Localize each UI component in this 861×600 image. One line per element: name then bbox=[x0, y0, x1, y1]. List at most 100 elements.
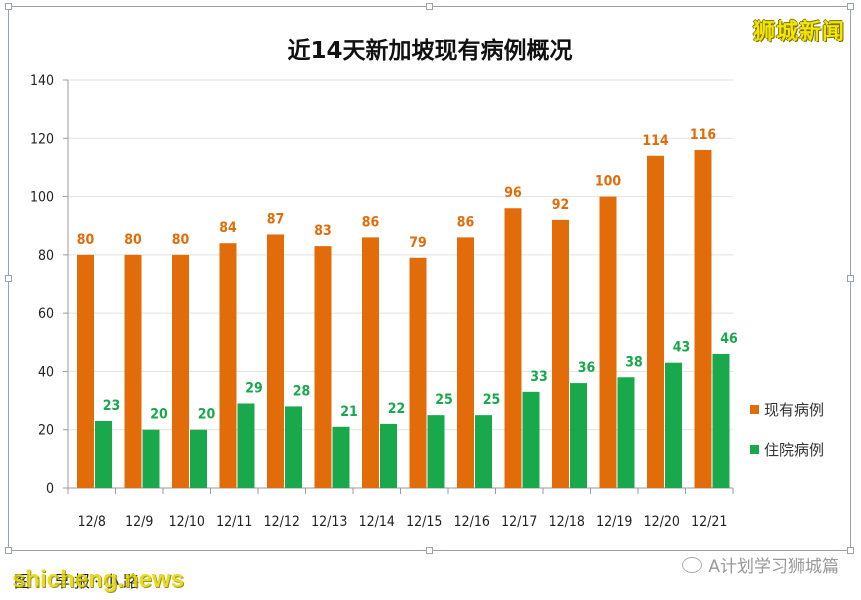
data-label: 92 bbox=[552, 197, 570, 213]
y-tick-label: 140 bbox=[30, 73, 54, 89]
x-tick-label: 12/20 bbox=[644, 514, 680, 530]
data-label: 38 bbox=[625, 354, 643, 370]
data-label: 20 bbox=[150, 407, 168, 423]
bar-series-1 bbox=[570, 383, 587, 488]
bar-series-0 bbox=[552, 219, 569, 488]
y-tick-label: 40 bbox=[38, 364, 54, 380]
wechat-icon bbox=[682, 556, 703, 573]
data-label: 43 bbox=[673, 340, 691, 356]
data-label: 79 bbox=[409, 235, 427, 251]
bar-series-0 bbox=[647, 155, 664, 488]
x-tick-label: 12/21 bbox=[691, 514, 727, 530]
data-label: 33 bbox=[530, 369, 548, 385]
bar-series-1 bbox=[665, 362, 682, 488]
data-label: 86 bbox=[362, 214, 380, 230]
y-tick-label: 100 bbox=[30, 190, 54, 206]
bar-series-1 bbox=[142, 429, 160, 488]
data-label: 22 bbox=[388, 401, 406, 417]
resize-handle-bottom-right[interactable] bbox=[847, 547, 854, 554]
bar-series-0 bbox=[124, 254, 142, 488]
y-tick-label: 0 bbox=[46, 481, 54, 497]
resize-handle-middle-right[interactable] bbox=[847, 275, 854, 282]
bar-series-0 bbox=[77, 254, 94, 488]
data-label: 84 bbox=[219, 220, 237, 236]
data-label: 21 bbox=[340, 404, 358, 420]
y-tick-label: 60 bbox=[38, 306, 54, 322]
y-tick-label: 80 bbox=[38, 248, 54, 264]
bar-series-0 bbox=[504, 208, 522, 488]
y-tick-label: 20 bbox=[38, 423, 54, 439]
resize-handle-bottom-center[interactable] bbox=[426, 547, 433, 554]
x-tick-label: 12/18 bbox=[549, 514, 585, 530]
data-label: 87 bbox=[267, 211, 285, 227]
data-labels: 80 80 80 84 87 83 86 79 86 96 92 100 114 116 23 20 20 29 2… bbox=[77, 127, 738, 423]
bar-series-1 bbox=[617, 377, 635, 488]
bar-series-1 bbox=[427, 415, 445, 488]
x-tick-label: 12/8 bbox=[78, 514, 106, 530]
x-tick-label: 12/14 bbox=[359, 514, 395, 530]
legend-label: 现有病例 bbox=[764, 401, 824, 419]
bar-series-0 bbox=[267, 234, 284, 488]
resize-handle-middle-left[interactable] bbox=[5, 275, 12, 282]
bar-series-1 bbox=[475, 415, 492, 488]
y-tick-label: 120 bbox=[30, 131, 54, 147]
bar-series-1 bbox=[190, 429, 207, 488]
data-label: 83 bbox=[314, 223, 332, 239]
resize-handle-top-right[interactable] bbox=[847, 3, 854, 10]
data-label: 96 bbox=[504, 185, 522, 201]
x-tick-label: 12/19 bbox=[596, 514, 632, 530]
x-tick-label: 12/11 bbox=[216, 514, 252, 530]
bar-series-1 bbox=[95, 420, 112, 488]
legend-swatch bbox=[750, 405, 759, 414]
data-label: 80 bbox=[124, 232, 142, 248]
bar-series-1 bbox=[237, 403, 255, 488]
bar-series-0 bbox=[172, 254, 189, 488]
data-label: 114 bbox=[642, 133, 669, 149]
data-label: 116 bbox=[690, 127, 717, 143]
bar-series-0 bbox=[362, 237, 379, 488]
data-label: 46 bbox=[720, 331, 738, 347]
x-tick-label: 12/12 bbox=[264, 514, 300, 530]
data-label: 80 bbox=[172, 232, 190, 248]
data-label: 36 bbox=[578, 360, 596, 376]
bar-series-0 bbox=[314, 246, 332, 488]
bar-series-1 bbox=[285, 406, 302, 488]
x-tick-label: 12/15 bbox=[406, 514, 442, 530]
bar-series-0 bbox=[599, 196, 617, 489]
bar-series-0 bbox=[457, 237, 474, 488]
bar-series-1 bbox=[712, 353, 730, 488]
data-label: 20 bbox=[198, 407, 216, 423]
bar-series-1 bbox=[522, 391, 540, 488]
legend-label: 住院病例 bbox=[764, 441, 824, 459]
x-tick-label: 12/17 bbox=[501, 514, 537, 530]
resize-handle-top-center[interactable] bbox=[426, 3, 433, 10]
data-label: 25 bbox=[435, 392, 453, 408]
data-label: 25 bbox=[483, 392, 501, 408]
image-credit: 图：早报·小路 bbox=[14, 572, 144, 591]
data-label: 28 bbox=[293, 383, 311, 399]
watermark-url: shicheng.news bbox=[12, 566, 185, 593]
x-tick-label: 12/13 bbox=[311, 514, 347, 530]
wechat-tag: A计划学习狮城篇 bbox=[682, 552, 839, 577]
resize-handle-bottom-left[interactable] bbox=[5, 547, 12, 554]
x-tick-label: 12/16 bbox=[454, 514, 490, 530]
bar-series-0 bbox=[219, 243, 237, 488]
chart-title: 近14天新加坡现有病例概况 bbox=[287, 37, 572, 64]
bar-series-0 bbox=[694, 149, 712, 488]
data-label: 23 bbox=[103, 398, 121, 414]
bar-series-0 bbox=[409, 257, 427, 488]
bars bbox=[77, 149, 730, 489]
data-label: 80 bbox=[77, 232, 95, 248]
brand-logo: 狮城新闻 bbox=[752, 20, 845, 45]
x-tick-label: 12/9 bbox=[125, 514, 153, 530]
x-tick-label: 12/10 bbox=[169, 514, 205, 530]
legend-swatch bbox=[750, 445, 759, 454]
gridlines bbox=[68, 79, 733, 431]
data-label: 100 bbox=[595, 174, 622, 190]
resize-handle-top-left[interactable] bbox=[5, 3, 12, 10]
data-label: 29 bbox=[245, 380, 263, 396]
bar-series-1 bbox=[332, 426, 350, 488]
data-label: 86 bbox=[457, 214, 475, 230]
